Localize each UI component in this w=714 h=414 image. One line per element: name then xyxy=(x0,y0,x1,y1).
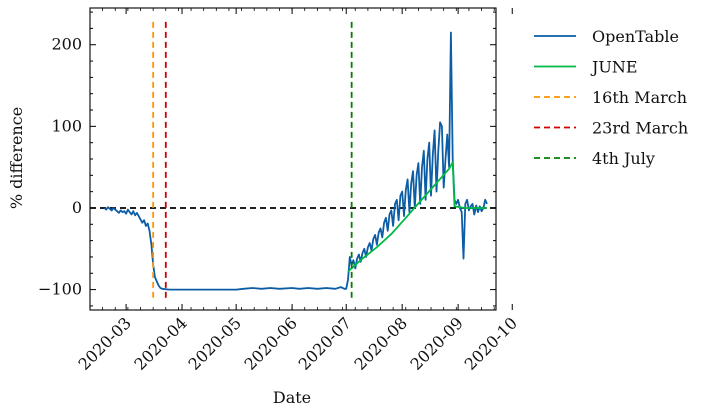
y-tick-label: 100 xyxy=(51,116,82,135)
legend-entry-label: 4th July xyxy=(592,149,655,168)
x-tick-label: 2020-03 xyxy=(74,313,134,373)
legend-entry-label: OpenTable xyxy=(592,27,679,46)
x-axis-label: Date xyxy=(273,388,311,407)
x-tick-label: 2020-10 xyxy=(461,313,521,373)
legend-entry-label: 23rd March xyxy=(592,119,688,138)
y-tick-label: 200 xyxy=(51,35,82,54)
x-tick-label: 2020-05 xyxy=(185,313,245,373)
y-axis-label: % difference xyxy=(7,107,26,209)
x-tick-label: 2020-06 xyxy=(240,313,300,373)
legend-entry-label: 16th March xyxy=(592,88,687,107)
y-tick-label: 0 xyxy=(72,198,82,217)
y-axis: −100 0 100 200 xyxy=(38,11,496,307)
series-line-opentable xyxy=(103,31,488,291)
legend: OpenTable JUNE 16th March 23rd March 4th Jul… xyxy=(534,27,688,168)
plot-area xyxy=(89,7,497,311)
x-tick-label: 2020-09 xyxy=(406,313,466,373)
x-tick-label: 2020-07 xyxy=(295,313,355,373)
legend-entry-label: JUNE xyxy=(590,58,638,77)
series-line-june xyxy=(347,161,487,273)
x-tick-label: 2020-08 xyxy=(351,313,411,373)
y-tick-label: −100 xyxy=(38,280,82,299)
x-tick-label: 2020-04 xyxy=(130,313,190,373)
